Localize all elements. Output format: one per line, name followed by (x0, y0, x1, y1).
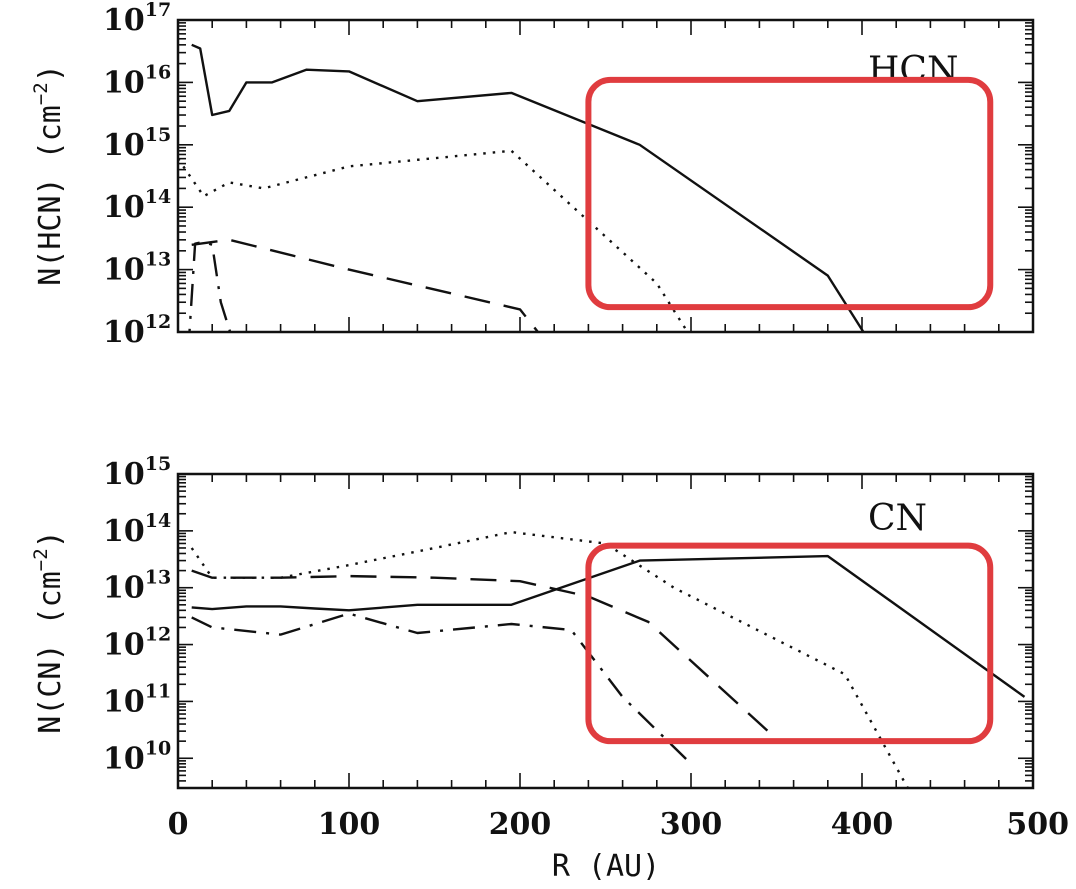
hcn-series-solid (191, 43, 865, 332)
hcn-series-dashdot (188, 240, 232, 332)
x-tick-label: 500 (1006, 807, 1069, 842)
hcn-panel-title: HCN (868, 50, 958, 91)
x-tick-label: 0 (168, 807, 189, 842)
hcn-plot-frame (176, 18, 1035, 334)
cn-ytick-label: 1015 (103, 453, 171, 492)
cn-series-dashed (191, 569, 769, 732)
cn-ytick-label: 1011 (103, 680, 171, 719)
cn-ytick-label: 1010 (103, 737, 171, 776)
x-tick-label: 100 (318, 807, 381, 842)
cn-ytick-labels: 1010 1011 1012 1013 1014 1015 (103, 453, 171, 776)
cn-y-axis-label: N(CN) (cm−2) (30, 530, 68, 734)
cn-panel-title: CN (868, 498, 927, 539)
hcn-ytick-label: 1013 (103, 249, 171, 288)
cn-panel: 1010 1011 1012 1013 1014 1015 CN N(CN) (cm−2) (30, 453, 1035, 790)
cn-series-solid (191, 554, 1026, 698)
hcn-ytick-label: 1012 (103, 311, 171, 350)
cn-series-dotted (190, 530, 910, 788)
cn-plot-frame (176, 472, 1035, 790)
cn-series-group (190, 530, 1026, 788)
hcn-tick-group (177, 19, 1034, 333)
cn-ytick-label: 1012 (103, 624, 171, 663)
x-axis-label: R (AU) (552, 849, 660, 884)
x-tick-label: 400 (831, 807, 894, 842)
hcn-panel: 1012 1013 1014 1015 1016 1017 HCN N(HCN) (cm−… (30, 0, 1035, 350)
hcn-series-dashed (191, 238, 540, 332)
x-tick-label: 200 (489, 807, 552, 842)
cn-ytick-label: 1014 (103, 510, 171, 549)
hcn-ytick-label: 1016 (103, 61, 171, 100)
x-tick-label: 300 (660, 807, 723, 842)
hcn-series-group (178, 43, 865, 332)
hcn-ytick-label: 1015 (103, 124, 171, 163)
hcn-highlight-box (585, 76, 994, 311)
hcn-ytick-labels: 1012 1013 1014 1015 1016 1017 (103, 0, 171, 350)
cn-highlight-box (585, 542, 994, 745)
cn-ytick-label: 1013 (103, 567, 171, 606)
hcn-y-axis-label: N(HCN) (cm−2) (30, 64, 68, 286)
hcn-ytick-label: 1017 (103, 0, 171, 38)
x-tick-labels: 0 100 200 300 400 500 (168, 807, 1069, 842)
hcn-ytick-label: 1014 (103, 186, 171, 225)
cn-series-dashdot (191, 612, 692, 765)
